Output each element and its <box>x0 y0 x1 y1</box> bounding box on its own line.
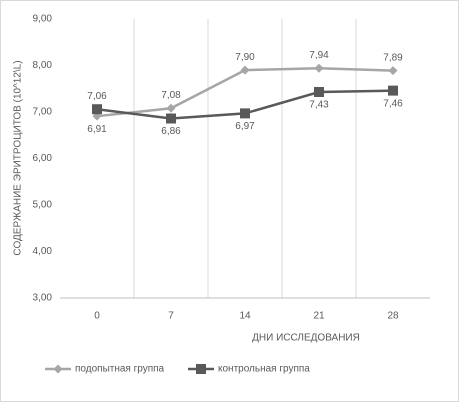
data-label: 7,46 <box>383 98 403 109</box>
data-label: 7,06 <box>87 91 107 102</box>
marker <box>388 66 398 76</box>
x-tick-label: 0 <box>94 311 100 322</box>
legend-marker <box>196 364 206 374</box>
y-tick-label: 6,00 <box>33 153 53 164</box>
data-label: 6,97 <box>235 121 255 132</box>
y-tick-label: 9,00 <box>33 14 53 25</box>
marker <box>240 65 250 75</box>
data-label: 7,90 <box>235 52 255 63</box>
y-tick-label: 3,00 <box>33 293 53 304</box>
marker <box>388 85 398 96</box>
data-label: 7,94 <box>309 50 329 61</box>
x-tick-label: 14 <box>239 311 251 322</box>
data-label: 7,43 <box>309 100 329 111</box>
y-tick-label: 5,00 <box>33 200 53 211</box>
legend-label: контрольная группа <box>218 364 310 375</box>
x-tick-label: 7 <box>168 311 174 322</box>
marker <box>92 104 102 115</box>
legend-marker <box>53 364 63 374</box>
y-tick-label: 7,00 <box>33 107 53 118</box>
data-label: 6,86 <box>161 126 181 137</box>
y-tick-label: 8,00 <box>33 60 53 71</box>
data-label: 6,91 <box>87 124 107 135</box>
data-label: 7,08 <box>161 90 181 101</box>
data-label: 7,89 <box>383 52 403 63</box>
x-tick-label: 28 <box>387 311 399 322</box>
marker <box>166 103 176 113</box>
marker <box>314 63 324 73</box>
marker <box>314 87 324 98</box>
y-tick-label: 4,00 <box>33 246 53 257</box>
marker <box>166 113 176 124</box>
y-axis-label: СОДЕРЖАНИЕ ЭРИТРОЦИТОВ (10^12\L) <box>13 60 24 255</box>
x-tick-label: 21 <box>313 311 325 322</box>
legend-label: подопытная группа <box>75 364 165 375</box>
marker <box>240 108 250 119</box>
x-axis-label: ДНИ ИССЛЕДОВАНИЯ <box>252 333 360 344</box>
